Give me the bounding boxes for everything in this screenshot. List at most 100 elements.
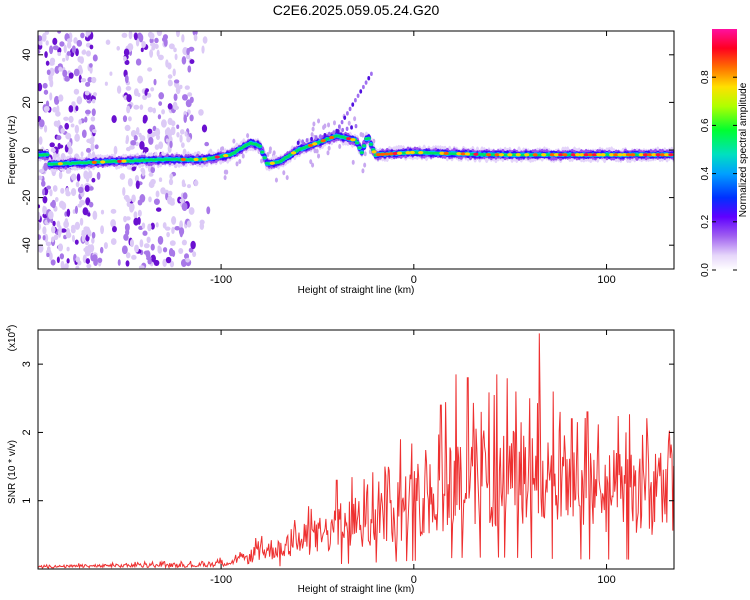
spectrogram-noise-mark — [201, 45, 205, 54]
spectrogram-noise-mark — [314, 135, 318, 140]
snr-xlabel: Height of straight line (km) — [298, 584, 415, 595]
spectrogram-noise-mark — [184, 85, 190, 90]
spectrogram-noise-mark — [105, 39, 111, 45]
colorbar-tick-label: 0.4 — [700, 166, 711, 180]
spectrogram-peak-mark — [625, 153, 632, 157]
spectrogram-noise-mark — [158, 141, 164, 150]
spectrogram-noise-mark — [129, 239, 135, 248]
spectrogram-noise-mark — [149, 32, 155, 40]
spectrogram-noise-mark — [323, 132, 327, 138]
spectrogram-noise-mark — [166, 231, 170, 238]
spectrogram-noise-mark — [92, 210, 97, 218]
spectrogram-peak-mark — [579, 153, 585, 157]
spectrogram-noise-mark — [85, 258, 90, 265]
spectrogram-peak-mark — [443, 151, 449, 155]
spectrogram-noise-mark — [74, 205, 78, 214]
spectrogram-noise-mark — [161, 119, 167, 128]
spectrogram-noise-mark — [125, 252, 131, 259]
spectrogram-noise-mark — [137, 209, 142, 217]
spectrogram-xtick-label: -100 — [210, 274, 232, 286]
spectrogram-noise-mark — [155, 190, 160, 198]
spectrogram-noise-mark — [134, 175, 140, 182]
spectrogram-noise-mark — [137, 75, 144, 84]
spectrogram-noise-mark — [139, 239, 144, 248]
spectrogram-noise-mark — [41, 180, 46, 187]
spectrogram-noise-mark — [148, 172, 154, 177]
spectrogram-noise-mark — [147, 67, 153, 72]
spectrogram-xtick-label: 100 — [597, 274, 615, 286]
spectrogram-noise-mark — [347, 120, 351, 126]
spectrogram-noise-mark — [135, 127, 140, 135]
spectrogram-noise-mark — [57, 31, 62, 34]
spectrogram-peak-mark — [201, 157, 208, 161]
spectrogram-noise-mark — [268, 146, 272, 152]
spectrogram-noise-mark — [56, 256, 60, 264]
spectrogram-peak-mark — [456, 152, 462, 156]
spectrogram-noise-mark — [81, 129, 87, 138]
spectrogram-noise-mark — [50, 225, 56, 234]
spectrogram-noise-mark — [80, 32, 85, 39]
spectrogram-noise-mark — [186, 220, 192, 228]
spectrogram-noise-mark — [64, 75, 70, 82]
svg-text:(x104): (x104) — [6, 325, 18, 352]
spectrogram-noise-mark — [223, 175, 227, 181]
spectrogram-noise-mark — [238, 158, 242, 164]
spectrogram-noise-mark — [75, 48, 79, 57]
spectrogram-noise-mark — [185, 53, 191, 60]
spectrogram-noise-mark — [87, 212, 91, 217]
spectrogram-noise-mark — [92, 128, 97, 134]
spectrogram-noise-mark — [174, 225, 181, 231]
spectrogram-noise-mark — [173, 93, 178, 101]
spectrogram-noise-mark — [150, 87, 155, 92]
spectrogram-noise-mark — [68, 105, 74, 113]
spectrogram-noise-mark — [335, 128, 339, 134]
spectrogram-noise-mark — [74, 239, 79, 245]
spectrogram-noise-mark — [225, 169, 229, 175]
spectrogram-noise-mark — [84, 90, 90, 96]
spectrogram-noise-mark — [154, 144, 160, 150]
spectrogram-noise-mark — [87, 229, 92, 237]
spectrogram-ytick-label: -40 — [21, 237, 33, 253]
spectrogram-noise-mark — [138, 132, 142, 138]
snr-xtick-label: 100 — [597, 574, 615, 586]
spectrogram-peak-mark — [507, 153, 513, 157]
spectrogram-noise-mark — [64, 263, 69, 269]
spectrogram-noise-mark — [50, 236, 55, 243]
spectrogram-ridge-mark — [357, 146, 362, 150]
spectrogram-noise-mark — [141, 222, 146, 229]
spectrogram-noise-mark — [49, 142, 55, 148]
spectrogram-peak-mark — [575, 153, 581, 157]
spectrogram-noise-mark — [184, 131, 188, 137]
spectrogram-peak-mark — [591, 153, 598, 157]
spectrogram-peak-mark — [117, 159, 123, 163]
spectrogram-noise-mark — [147, 106, 154, 113]
spectrogram-noise-mark — [370, 71, 373, 77]
spectrogram-noise-mark — [162, 222, 167, 229]
spectrogram-noise-mark — [206, 206, 211, 215]
spectrogram-noise-mark — [337, 124, 341, 129]
spectrogram-noise-mark — [134, 244, 139, 253]
spectrogram-noise-mark — [171, 216, 177, 225]
spectrogram-ridge-mark — [368, 143, 374, 146]
spectrogram-noise-mark — [150, 243, 155, 251]
spectrogram-noise-mark — [181, 142, 185, 149]
spectrogram-ridge-mark — [366, 137, 371, 140]
spectrogram-peak-mark — [596, 153, 602, 157]
spectrogram-noise-mark — [309, 159, 313, 165]
spectrogram-noise-mark — [135, 180, 140, 190]
spectrogram-noise-mark — [187, 184, 192, 189]
spectrogram-noise-mark — [126, 105, 131, 114]
spectrogram-noise-mark — [85, 81, 91, 87]
spectrogram-noise-mark — [128, 145, 135, 150]
spectrogram-noise-mark — [356, 93, 360, 99]
spectrogram-noise-mark — [92, 54, 98, 62]
spectrogram-noise-mark — [181, 182, 187, 188]
spectrogram-noise-mark — [73, 37, 78, 43]
spectrogram-noise-mark — [49, 92, 53, 101]
spectrogram-noise-mark — [80, 151, 84, 157]
spectrogram-noise-mark — [149, 49, 154, 58]
spectrogram-noise-mark — [66, 38, 73, 43]
spectrogram-peak-mark — [651, 153, 657, 157]
spectrogram-noise-mark — [172, 68, 176, 77]
spectrogram-noise-mark — [38, 82, 43, 92]
